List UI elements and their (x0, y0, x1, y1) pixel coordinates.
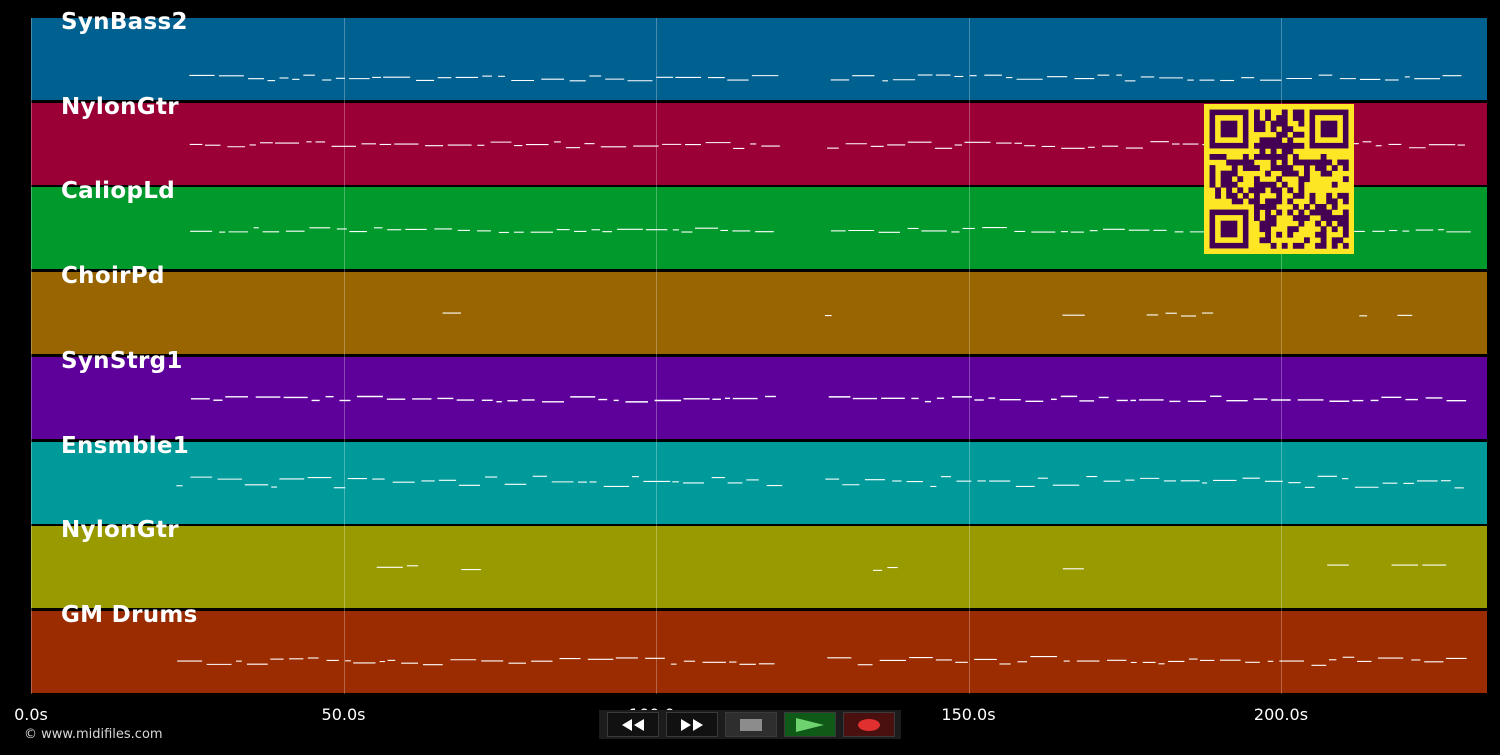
track-lane: ChoirPd (31, 263, 1487, 356)
note-pattern (177, 655, 1467, 666)
track-lane: Ensmble1 (31, 433, 1487, 525)
playback-controls (599, 710, 901, 739)
note-pattern (190, 395, 1467, 403)
track-name: NylonGtr (61, 517, 179, 544)
track-name: NylonGtr (61, 93, 179, 120)
copyright-text: © www.midifiles.com (24, 727, 163, 742)
note-pattern (376, 564, 1447, 572)
fast-forward-icon (681, 718, 703, 731)
track-name: SynBass2 (61, 9, 188, 35)
note-pattern (189, 74, 1462, 82)
gridline (656, 18, 657, 694)
rewind-icon (622, 718, 644, 731)
gridline (1281, 18, 1282, 694)
track-name: SynStrg1 (61, 347, 183, 374)
track-name: Ensmble1 (61, 432, 190, 459)
fast-forward-button[interactable] (666, 712, 718, 737)
record-button[interactable] (843, 712, 895, 737)
time-tick-label: 50.0s (321, 705, 366, 724)
note-pattern (190, 227, 1471, 234)
gridline (343, 18, 345, 694)
qr-code-icon (1204, 104, 1354, 254)
play-icon (796, 717, 824, 732)
gridline (31, 18, 32, 694)
note-pattern (442, 312, 1413, 317)
track-name: CaliopLd (61, 178, 175, 205)
track-lane: SynBass2 (31, 9, 1487, 101)
time-tick-label: 200.0s (1253, 705, 1309, 724)
record-icon (858, 718, 880, 731)
time-tick-label: 0.0s (14, 705, 48, 724)
track-lane: NylonGtr (31, 517, 1487, 610)
time-tick-label: 150.0s (941, 705, 996, 724)
track-name: ChoirPd (61, 263, 165, 290)
track-lane: SynStrg1 (31, 348, 1487, 440)
track-lane: GM Drums (31, 602, 1487, 694)
rewind-button[interactable] (607, 712, 659, 737)
stop-icon (740, 718, 762, 731)
stop-button[interactable] (725, 712, 777, 737)
play-button[interactable] (784, 712, 836, 737)
note-pattern (176, 475, 1464, 488)
track-name: GM Drums (61, 601, 198, 628)
gridline (968, 18, 970, 694)
